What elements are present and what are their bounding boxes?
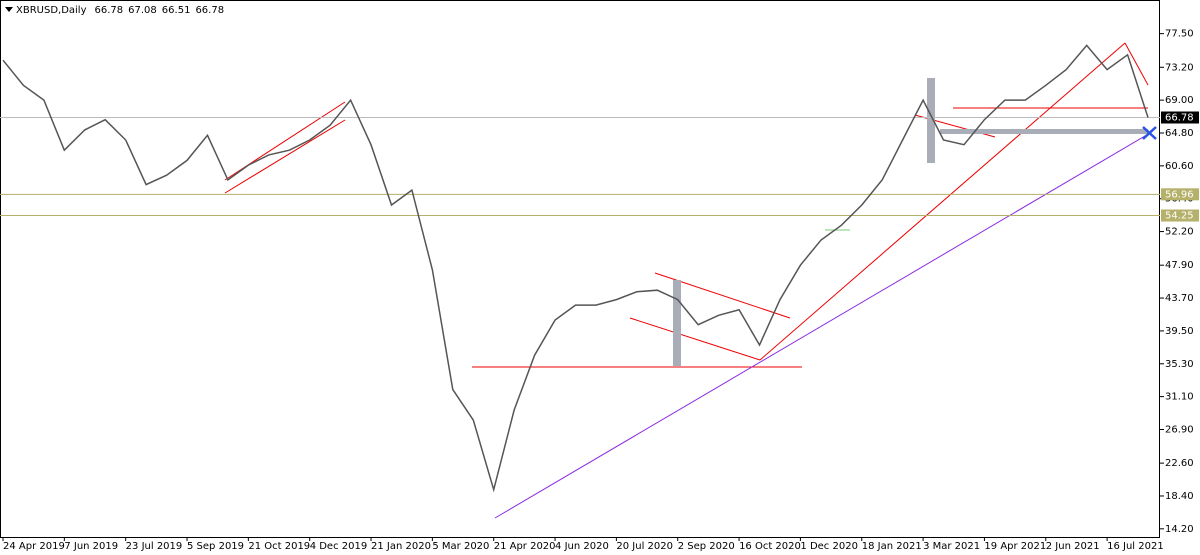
y-tick-label: 77.50	[1165, 29, 1194, 40]
y-tick-label: 60.60	[1165, 161, 1194, 172]
ohlc-value: 66.51	[162, 5, 191, 16]
x-tick-label: 16 Jul 2021	[1107, 541, 1164, 552]
y-tick-label: 14.20	[1165, 524, 1194, 535]
x-tick-label: 16 Oct 2020	[739, 541, 801, 552]
current-price-label: 66.78	[1165, 113, 1194, 124]
x-tick-label: 5 Mar 2020	[432, 541, 489, 552]
trend-line	[1124, 42, 1149, 86]
ohlc-value: 67.08	[128, 5, 157, 16]
price-line	[2, 44, 1149, 493]
highlight-bar	[673, 280, 681, 366]
cross-marker	[1142, 126, 1157, 140]
annotations	[224, 42, 1157, 519]
channel-line	[224, 119, 346, 194]
x-tick-label: 7 Jun 2019	[64, 541, 118, 552]
y-tick-label: 47.90	[1165, 260, 1194, 271]
y-tick-label: 64.80	[1165, 128, 1194, 139]
y-tick-label: 73.20	[1165, 62, 1194, 73]
y-tick-label: 18.40	[1165, 491, 1194, 502]
y-tick-label: 52.20	[1165, 227, 1194, 238]
level-label-box	[1161, 209, 1199, 222]
symbol: XBRUSD,Daily	[16, 5, 87, 16]
y-tick-label: 26.90	[1165, 424, 1194, 435]
channel-line	[629, 317, 761, 361]
y-tick-label: 39.50	[1165, 326, 1194, 337]
x-tick-label: 21 Apr 2020	[494, 541, 556, 552]
plot-frame	[0, 0, 1160, 538]
level-label: 56.96	[1165, 189, 1194, 200]
level-label-box	[1161, 188, 1199, 201]
current-price-box	[1161, 111, 1199, 124]
x-tick-label: 2 Jun 2021	[1046, 541, 1100, 552]
highlight-bar	[940, 129, 1148, 134]
y-tick-label: 69.00	[1165, 95, 1194, 106]
x-tick-label: 4 Jun 2020	[555, 541, 609, 552]
y-tick-label: 22.60	[1165, 458, 1194, 469]
x-tick-label: 1 Dec 2020	[800, 541, 858, 552]
x-tick-label: 2 Sep 2020	[678, 541, 735, 552]
y-tick-label: 43.70	[1165, 293, 1194, 304]
highlight-bar	[927, 78, 935, 163]
x-tick-label: 21 Oct 2019	[248, 541, 310, 552]
y-tick-label: 35.30	[1165, 359, 1194, 370]
trend-line	[494, 132, 1151, 519]
trend-line	[759, 42, 1126, 361]
level-label: 54.25	[1165, 211, 1194, 222]
x-tick-label: 20 Jul 2020	[616, 541, 673, 552]
x-tick-label: 18 Jan 2021	[862, 541, 922, 552]
y-tick-label: 31.10	[1165, 392, 1194, 403]
x-tick-label: 24 Apr 2019	[3, 541, 65, 552]
x-tick-label: 3 Mar 2021	[923, 541, 980, 552]
ohlc-value: 66.78	[95, 5, 124, 16]
menu-arrow[interactable]	[5, 7, 13, 12]
x-tick-label: 4 Dec 2019	[310, 541, 368, 552]
x-tick-label: 23 Jul 2019	[126, 541, 183, 552]
x-tick-label: 19 Apr 2021	[984, 541, 1046, 552]
x-tick-label: 5 Sep 2019	[187, 541, 244, 552]
ohlc-value: 66.78	[195, 5, 224, 16]
x-tick-label: 21 Jan 2020	[371, 541, 431, 552]
